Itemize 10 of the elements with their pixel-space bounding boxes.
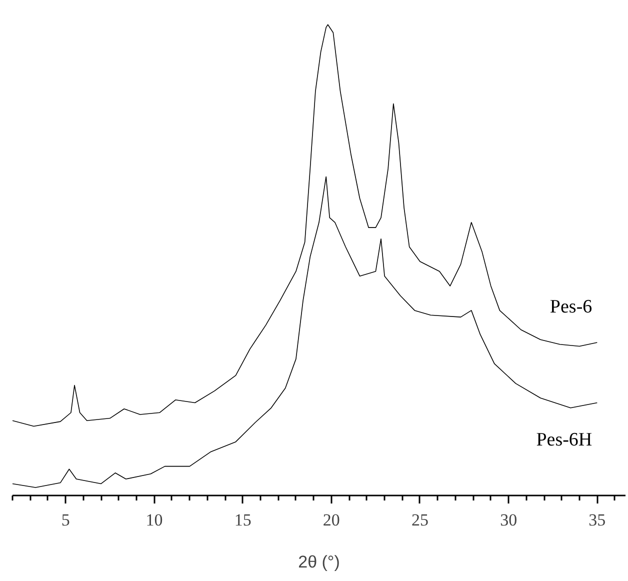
x-tick-label: 15 — [234, 510, 252, 530]
x-tick-label: 5 — [61, 510, 70, 530]
x-tick-label: 20 — [322, 510, 340, 530]
x-tick-label: 35 — [588, 510, 606, 530]
x-tick-label: 10 — [146, 510, 163, 530]
x-axis-title: 2θ (°) — [298, 552, 340, 572]
series-label: Pes-6H — [536, 430, 592, 451]
series-label: Pes-6 — [550, 296, 592, 318]
x-tick-label: 30 — [500, 510, 518, 530]
x-tick-label: 25 — [411, 510, 428, 530]
